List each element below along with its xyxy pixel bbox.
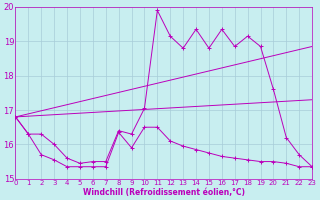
X-axis label: Windchill (Refroidissement éolien,°C): Windchill (Refroidissement éolien,°C) [83, 188, 245, 197]
